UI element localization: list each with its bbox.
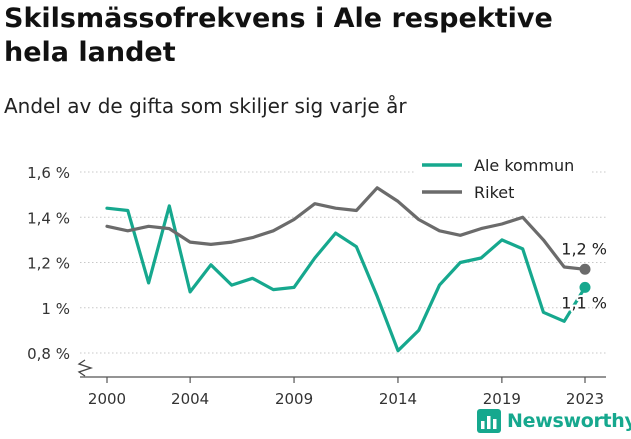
end-label-riket: 1,2 % <box>561 239 607 258</box>
chart-title: Skilsmässofrekvens i Ale respektive hela… <box>4 3 553 68</box>
x-tick-label: 2019 <box>483 390 521 408</box>
end-point-ale-kommun <box>579 281 591 293</box>
logo-text: Newsworthy <box>507 410 631 432</box>
legend: Ale kommun Riket <box>415 152 591 206</box>
y-tick-label: 1 % <box>41 300 70 318</box>
x-tick-label: 2023 <box>566 390 604 408</box>
end-label-ale-kommun: 1,1 % <box>561 293 607 312</box>
legend-label-ale-kommun: Ale kommun <box>474 156 574 175</box>
y-tick-label: 0,8 % <box>27 345 70 363</box>
bar-chart-icon <box>477 409 501 433</box>
x-tick-label: 2004 <box>171 390 209 408</box>
end-labels: 1,1 %1,1 %1,2 %1,2 % <box>559 237 609 314</box>
series-lines <box>105 186 591 353</box>
legend-label-riket: Riket <box>474 183 514 202</box>
y-tick-label: 1,6 % <box>27 164 70 182</box>
series-line-ale-kommun <box>105 204 587 353</box>
y-tick-label: 1,2 % <box>27 255 70 273</box>
axis-break-icon <box>77 359 94 377</box>
x-tick-label: 2009 <box>275 390 313 408</box>
chart-subtitle: Andel av de gifta som skiljer sig varje … <box>4 94 407 118</box>
end-label-halo: 1,1 % <box>561 293 607 312</box>
end-point-riket <box>579 263 591 275</box>
x-tick-label: 2014 <box>379 390 417 408</box>
axes: 0,8 % 1 % 1,2 % 1,4 % 1,6 % 2000 2004 2009 2014 2… <box>27 164 606 408</box>
end-label-halo: 1,2 % <box>561 239 607 258</box>
x-tick-label: 2000 <box>88 390 126 408</box>
legend-background <box>415 152 591 206</box>
series-line-riket <box>105 186 587 271</box>
y-tick-label: 1,4 % <box>27 209 70 227</box>
newsworthy-logo: Newsworthy <box>476 406 631 436</box>
